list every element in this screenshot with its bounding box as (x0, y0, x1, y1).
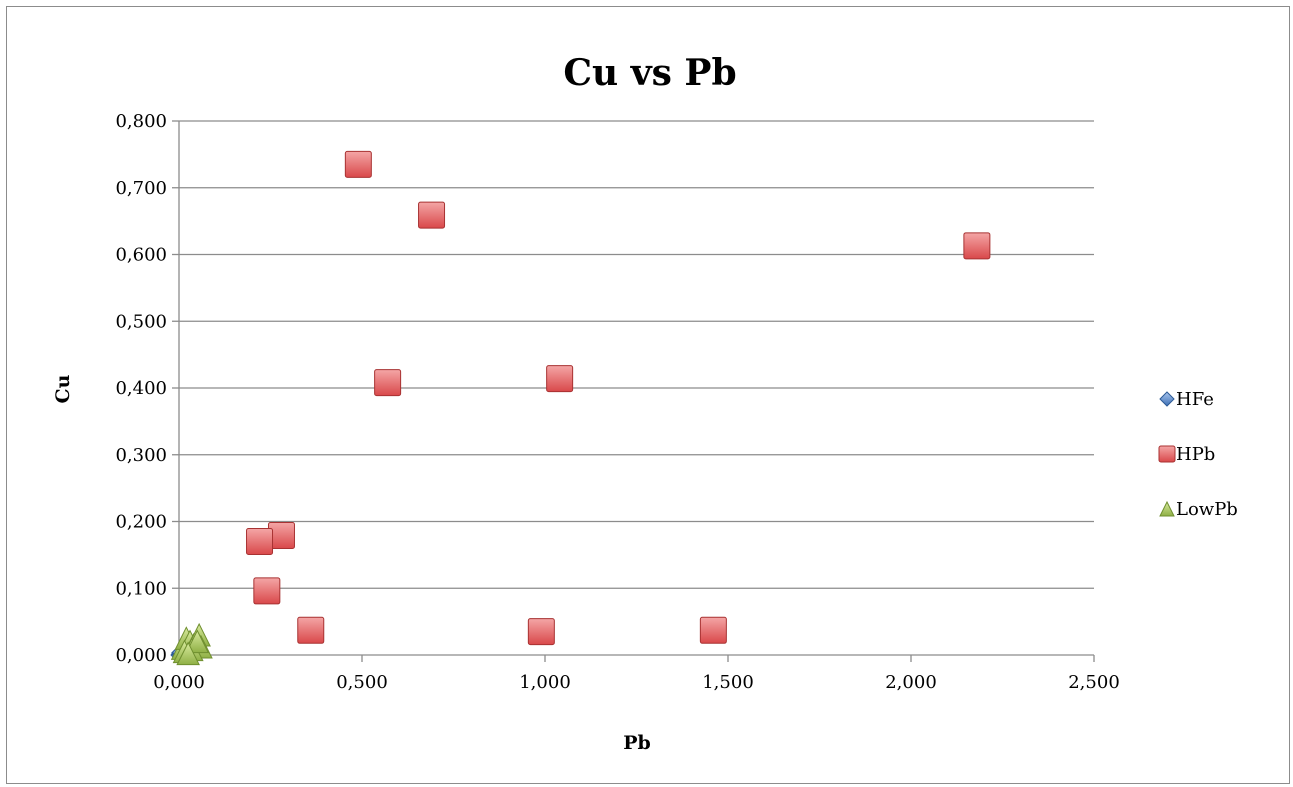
hpb-point (546, 365, 574, 393)
x-tick-label: 0,500 (336, 672, 388, 693)
y-tick-label: 0,700 (115, 178, 167, 199)
x-tick-label: 1,500 (702, 672, 754, 693)
y-tick-label: 0,200 (115, 512, 167, 533)
y-tick-labels: 0,000 0,100 0,200 0,300 0,400 0,500 0,600 0,700… (115, 111, 167, 666)
y-tick-label: 0,300 (115, 445, 167, 466)
lowpb-point (185, 629, 210, 654)
y-tick-label: 0,800 (115, 111, 167, 132)
hpb-point (253, 577, 281, 605)
y-tick-label: 0,000 (115, 645, 167, 666)
hpb-point (246, 528, 274, 556)
x-tick-label: 1,000 (519, 672, 571, 693)
y-tick-label: 0,100 (115, 578, 167, 599)
x-tick-label: 2,500 (1068, 672, 1120, 693)
x-tick-labels: 0,000 0,500 1,000 1,500 2,000 2,500 (153, 672, 1120, 693)
legend-label-hfe: HFe (1176, 389, 1214, 410)
scatter-chart: 0,000 0,100 0,200 0,300 0,400 0,500 0,600 0,700… (52, 52, 1238, 754)
legend-marker-lowpb (1159, 500, 1175, 517)
chart-title: Cu vs Pb (563, 52, 736, 94)
x-tick-label: 0,000 (153, 672, 205, 693)
hpb-point (344, 150, 372, 178)
legend-marker-hpb (1158, 445, 1176, 463)
legend-label-lowpb: LowPb (1176, 499, 1238, 520)
legend: HFe HPb LowPb (1158, 389, 1238, 520)
legend-marker-hfe (1159, 391, 1175, 407)
hpb-point (527, 618, 555, 646)
gridlines (179, 120, 1094, 589)
x-axis-title: Pb (623, 732, 651, 754)
hpb-point (374, 369, 402, 397)
y-tick-label: 0,600 (115, 245, 167, 266)
x-tick-label: 2,000 (885, 672, 937, 693)
y-axis-title: Cu (52, 374, 74, 403)
legend-label-hpb: HPb (1176, 444, 1215, 465)
lowpb-point (176, 641, 200, 666)
chart-area: 0,000 0,100 0,200 0,300 0,400 0,500 0,600 0,700… (6, 6, 1290, 784)
hpb-point (297, 616, 325, 644)
data-points (170, 150, 991, 666)
axes (172, 120, 1095, 662)
hpb-point (699, 616, 727, 644)
hpb-point (963, 232, 991, 260)
hpb-point (418, 201, 446, 229)
y-tick-label: 0,500 (115, 311, 167, 332)
y-tick-label: 0,400 (115, 378, 167, 399)
